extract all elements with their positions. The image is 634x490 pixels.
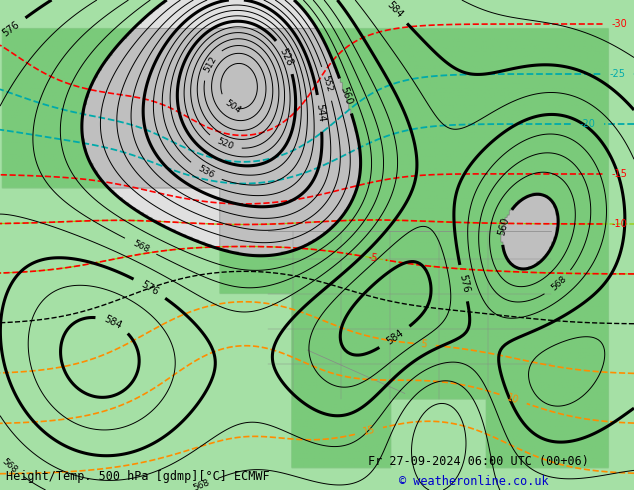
Text: © weatheronline.co.uk: © weatheronline.co.uk: [399, 474, 549, 488]
Text: 544: 544: [314, 103, 327, 123]
Text: 584: 584: [384, 328, 405, 347]
Text: Height/Temp. 500 hPa [gdmp][°C] ECMWF: Height/Temp. 500 hPa [gdmp][°C] ECMWF: [6, 469, 270, 483]
Text: 584: 584: [103, 314, 124, 331]
Text: 520: 520: [215, 137, 235, 152]
Text: 15: 15: [362, 425, 376, 437]
Text: Fr 27-09-2024 06:00 UTC (00+06): Fr 27-09-2024 06:00 UTC (00+06): [368, 455, 588, 468]
Text: 504: 504: [224, 98, 243, 116]
Text: -15: -15: [611, 169, 627, 179]
Text: 584: 584: [384, 0, 404, 20]
Text: 576: 576: [456, 273, 470, 294]
Text: 576: 576: [0, 20, 21, 39]
Text: 560: 560: [338, 86, 353, 106]
Text: 568: 568: [131, 238, 150, 254]
Text: -25: -25: [609, 69, 625, 79]
Text: -20: -20: [579, 119, 595, 129]
Text: -5: -5: [368, 252, 379, 264]
Text: 552: 552: [320, 74, 333, 93]
Text: -30: -30: [611, 19, 627, 29]
Text: 560: 560: [497, 216, 511, 237]
Text: 568: 568: [192, 478, 211, 490]
Text: 512: 512: [202, 54, 218, 74]
Text: 5: 5: [420, 339, 428, 350]
Text: -10: -10: [611, 219, 627, 229]
Text: 536: 536: [196, 164, 216, 180]
Text: 528: 528: [277, 46, 294, 67]
Text: 568: 568: [549, 274, 568, 293]
Text: 10: 10: [506, 392, 521, 406]
Text: 568: 568: [0, 456, 19, 474]
Text: 576: 576: [139, 279, 160, 297]
